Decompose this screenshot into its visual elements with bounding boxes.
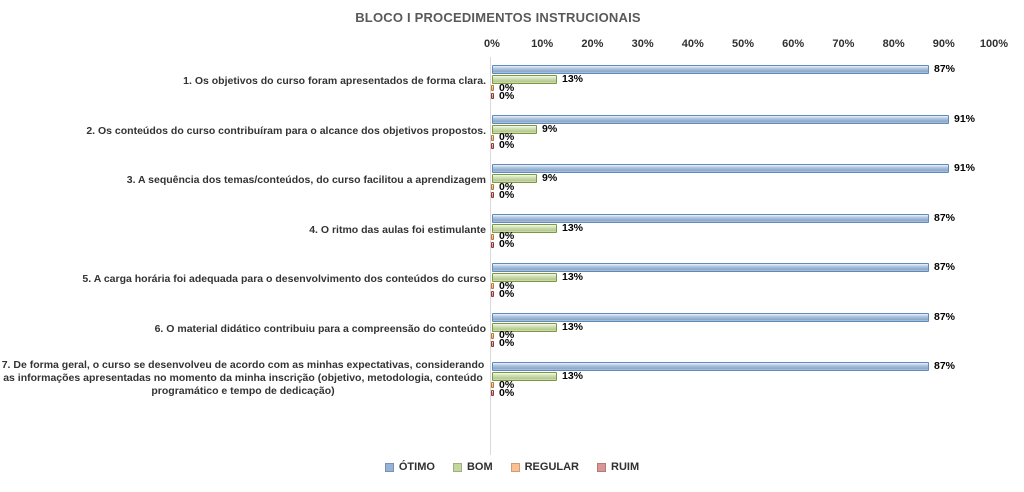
legend-swatch-icon [510,462,520,472]
data-label: 0% [499,279,515,292]
data-label: 87% [934,310,956,323]
data-label: 0% [499,230,515,242]
category-label: 2. Os conteúdos do curso contribuíram pa… [0,107,486,157]
legend-label: REGULAR [524,461,579,473]
bar-regular [491,134,494,141]
data-label: 0% [499,386,515,399]
bar-regular [491,283,494,289]
bar-bom [492,273,557,282]
bar-bom [492,174,537,183]
bar-ruim [491,390,494,396]
bar-bom [492,223,557,233]
data-label: 9% [542,172,558,184]
category-label: 5. A carga horária foi adequada para o d… [0,255,486,305]
bar-bom [492,124,537,134]
bar-ruim [491,241,494,248]
data-label: 13% [562,320,584,333]
data-label: 0% [499,337,515,349]
category-label-text: 5. A carga horária foi adequada para o d… [82,273,486,286]
bar-bom [492,372,557,381]
legend-label: ÓTIMO [398,461,435,473]
data-label: 9% [542,122,558,135]
chart-title: BLOCO I PROCEDIMENTOS INSTRUCIONAIS [355,10,641,25]
data-label: 13% [562,221,584,234]
category-label: 4. O ritmo das aulas foi estimulante [0,206,486,256]
bar-timo [492,65,929,74]
bar-regular [491,85,494,91]
legend-swatch-icon [597,462,606,472]
category-label: 7. De forma geral, o curso se desenvolve… [0,354,486,404]
x-axis-tick-label: 60% [782,38,805,50]
x-axis-tick-label: 40% [681,38,704,50]
x-axis-tick-label: 100% [979,38,1009,50]
data-label: 0% [499,238,515,250]
legend-label: BOM [466,461,493,473]
data-label: 0% [499,131,515,143]
data-label: 87% [934,63,956,75]
data-label: 0% [499,188,515,201]
bar-timo [492,114,949,124]
data-label: 13% [562,370,584,382]
bar-timo [492,312,929,322]
category-label-text: 6. O material didático contribuiu para a… [154,322,486,335]
legend-item-regular: REGULAR [510,461,579,473]
bar-timo [492,213,929,223]
category-label-text: 2. Os conteúdos do curso contribuíram pa… [86,124,486,137]
bar-ruim [491,340,494,347]
x-axis-tick-label: 70% [832,38,855,50]
x-axis-tick-label: 80% [882,38,905,50]
category-label-text: 1. Os objetivos do curso foram apresenta… [183,75,486,88]
data-label: 91% [954,162,976,174]
value-axis-line [490,57,491,455]
data-label: 91% [954,112,976,125]
bar-bom [492,75,557,84]
data-label: 13% [562,73,584,85]
data-label: 87% [934,360,956,372]
category-label: 3. A sequência dos temas/conteúdos, do c… [0,156,486,206]
category-label: 1. Os objetivos do curso foram apresenta… [0,57,486,107]
bar-regular [491,233,494,240]
bar-timo [492,164,949,173]
x-axis-tick-label: 20% [581,38,604,50]
x-axis-tick-label: 50% [731,38,755,50]
x-axis-tick-label: 30% [631,38,654,50]
bar-ruim [491,192,494,198]
x-axis-tick-label: 90% [932,38,955,50]
bar-regular [491,382,494,388]
data-label: 0% [499,180,515,193]
category-label-text: 3. A sequência dos temas/conteúdos, do c… [126,174,486,187]
data-label: 0% [499,287,515,300]
data-label: 0% [499,378,515,391]
legend-item-timo: ÓTIMO [384,461,435,473]
bar-timo [492,263,929,272]
legend-swatch-icon [384,462,394,472]
bar-regular [491,184,494,190]
data-label: 13% [562,271,584,283]
category-label: 6. O material didático contribuiu para a… [0,305,486,355]
legend-swatch-icon [452,462,462,472]
bar-regular [491,332,494,339]
data-label: 0% [499,139,515,151]
legend-item-ruim: RUIM [597,461,639,473]
bar-timo [492,362,929,371]
data-label: 0% [499,89,515,102]
bar-bom [492,322,557,332]
legend-label: RUIM [611,461,640,473]
x-axis-tick-label: 0% [484,38,500,50]
legend-item-bom: BOM [452,461,493,473]
x-axis-tick-label: 10% [531,38,554,50]
data-label: 87% [934,211,956,224]
data-label: 87% [934,261,956,273]
bar-ruim [491,291,494,297]
category-label-text: 4. O ritmo das aulas foi estimulante [309,223,486,236]
data-label: 0% [499,81,515,94]
bar-ruim [491,142,494,149]
data-label: 0% [499,329,515,341]
category-label-text: 7. De forma geral, o curso se desenvolve… [1,359,485,398]
legend: ÓTIMO BOM REGULAR RUIM [0,461,1024,473]
bar-ruim [491,93,494,99]
